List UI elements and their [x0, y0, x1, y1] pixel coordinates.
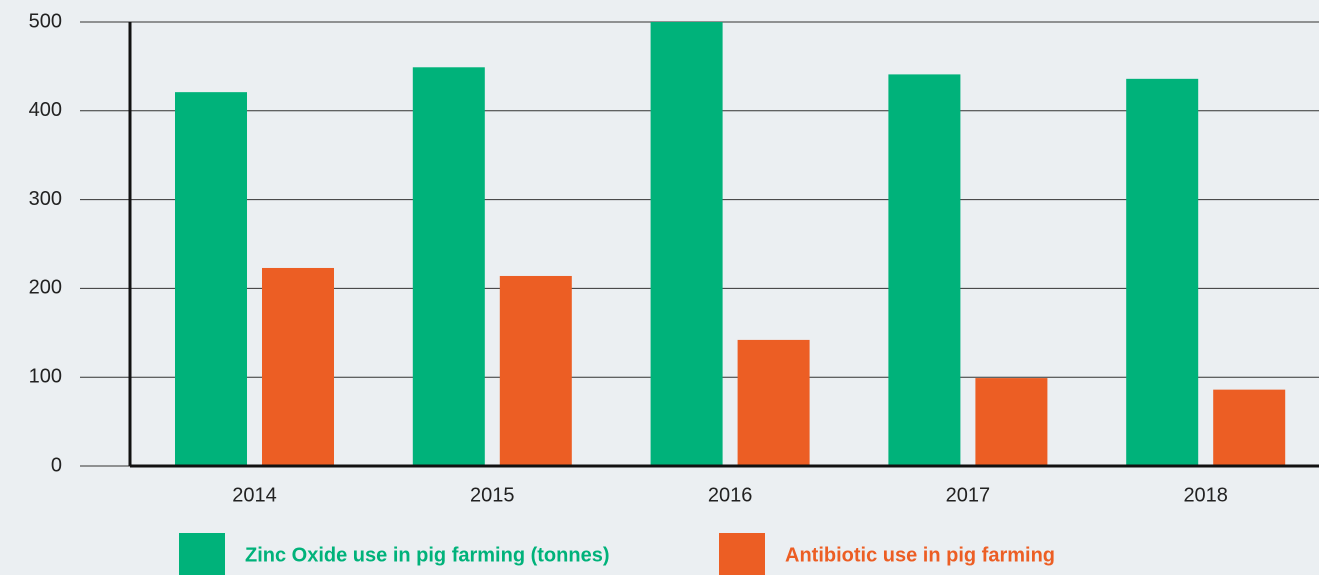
y-tick-label: 0	[51, 454, 62, 476]
y-tick-label: 200	[29, 277, 62, 299]
legend-label: Antibiotic use in pig farming	[785, 544, 1055, 566]
y-tick-label: 300	[29, 188, 62, 210]
legend-swatch	[179, 533, 225, 575]
y-tick-label: 400	[29, 99, 62, 121]
x-tick-label: 2015	[470, 484, 515, 506]
x-tick-label: 2018	[1183, 484, 1228, 506]
bar	[175, 92, 247, 466]
y-tick-label: 100	[29, 365, 62, 387]
bar	[650, 22, 723, 466]
bar	[975, 378, 1048, 466]
bar	[888, 74, 961, 466]
bar	[412, 67, 485, 467]
x-tick-label: 2016	[708, 484, 753, 506]
x-tick-label: 2014	[232, 484, 277, 506]
bar	[1126, 78, 1199, 466]
x-tick-label: 2017	[946, 484, 991, 506]
y-tick-label: 500	[29, 10, 62, 32]
bar	[262, 267, 334, 466]
bar	[499, 275, 572, 466]
bar	[1213, 389, 1286, 466]
bar	[737, 339, 810, 466]
legend-label: Zinc Oxide use in pig farming (tonnes)	[245, 544, 609, 566]
legend-swatch	[719, 533, 765, 575]
